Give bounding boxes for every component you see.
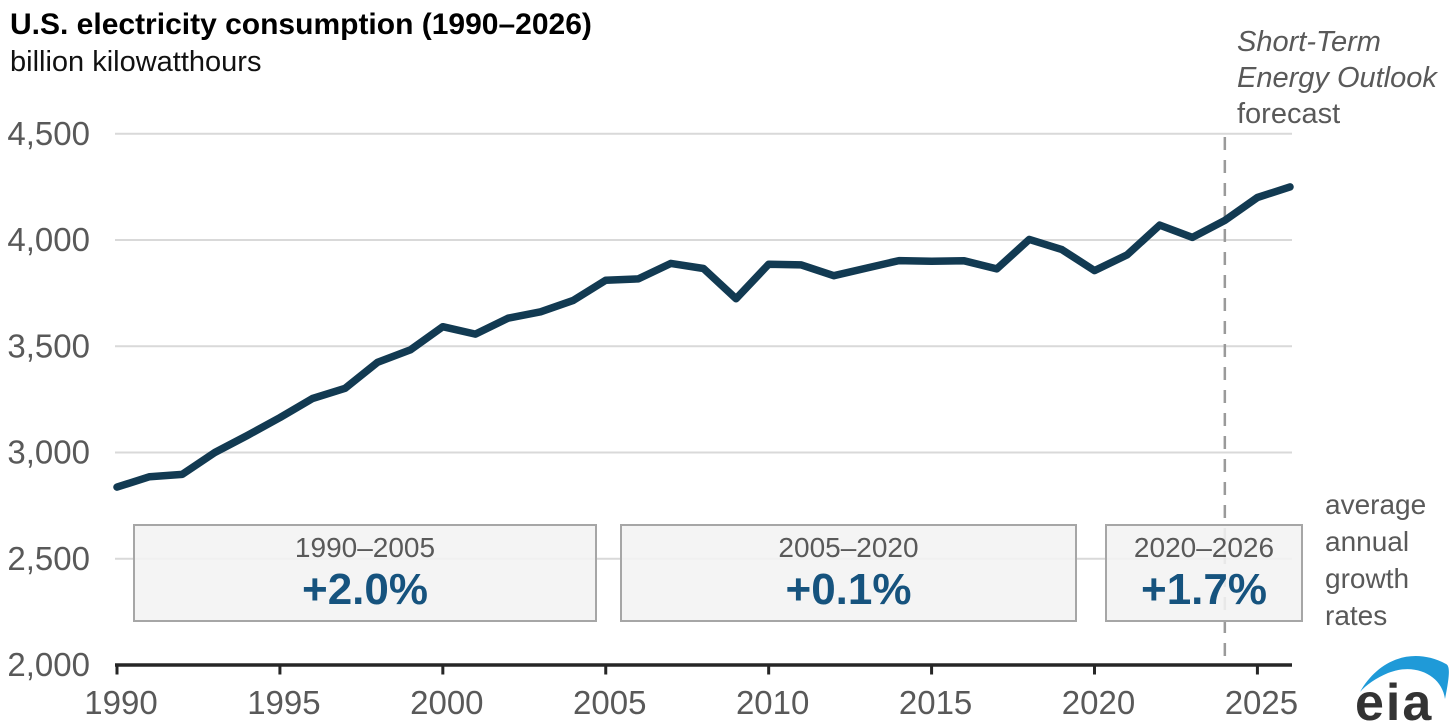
svg-text:2005: 2005 <box>573 684 646 721</box>
svg-text:2020: 2020 <box>1062 684 1135 721</box>
consumption-line <box>113 183 1294 491</box>
svg-text:2,000: 2,000 <box>7 646 90 683</box>
y-gridlines <box>115 132 1292 560</box>
chart-subtitle: billion kilowatthours <box>10 46 262 78</box>
svg-text:3,000: 3,000 <box>7 434 90 471</box>
eia-logo-text: eia <box>1355 674 1433 726</box>
growth-note: average annual growth rates <box>1325 486 1426 634</box>
growth-box-rate: +2.0% <box>302 565 428 614</box>
growth-note-line2: annual <box>1325 526 1410 557</box>
growth-box-period: 1990–2005 <box>294 532 436 563</box>
growth-box-period: 2020–2026 <box>1133 532 1275 563</box>
growth-note-line1: average <box>1325 489 1427 520</box>
eia-logo: eia <box>1355 656 1449 726</box>
growth-box-rate: +0.1% <box>785 565 912 614</box>
forecast-label-line1: Short-Term <box>1237 26 1381 58</box>
svg-text:2000: 2000 <box>410 684 483 721</box>
growth-box-rate: +1.7% <box>1141 565 1267 614</box>
forecast-label-line3: forecast <box>1237 98 1341 130</box>
growth-note-line4: rates <box>1325 600 1388 631</box>
x-axis-labels: 1990 1995 2000 2005 2010 2015 2020 2025 <box>84 684 1298 721</box>
eia-swoosh-icon <box>1360 656 1449 699</box>
growth-box-2005-2020: 2005–2020 +0.1% <box>620 524 1077 622</box>
svg-text:4,000: 4,000 <box>7 221 90 258</box>
svg-text:2025: 2025 <box>1225 684 1298 721</box>
svg-text:2010: 2010 <box>736 684 809 721</box>
svg-text:1995: 1995 <box>247 684 320 721</box>
growth-box-period: 2005–2020 <box>778 532 919 563</box>
forecast-label-line2: Energy Outlook <box>1237 62 1437 94</box>
growth-box-1990-2005: 1990–2005 +2.0% <box>133 524 597 622</box>
chart-header: U.S. electricity consumption (1990–2026)… <box>10 6 592 81</box>
svg-text:2,500: 2,500 <box>7 540 90 577</box>
growth-box-2020-2026: 2020–2026 +1.7% <box>1105 524 1303 622</box>
svg-text:1990: 1990 <box>84 684 157 721</box>
y-axis-labels: 2,000 2,500 3,000 3,500 4,000 4,500 <box>7 115 90 683</box>
growth-note-line3: growth <box>1325 563 1410 594</box>
svg-text:3,500: 3,500 <box>7 327 90 364</box>
forecast-label: Short-Term Energy Outlook forecast <box>1237 24 1437 132</box>
chart-title: U.S. electricity consumption (1990–2026) <box>10 8 592 41</box>
x-axis-ticks <box>115 665 1259 675</box>
svg-text:4,500: 4,500 <box>7 115 90 152</box>
svg-text:2015: 2015 <box>899 684 972 721</box>
